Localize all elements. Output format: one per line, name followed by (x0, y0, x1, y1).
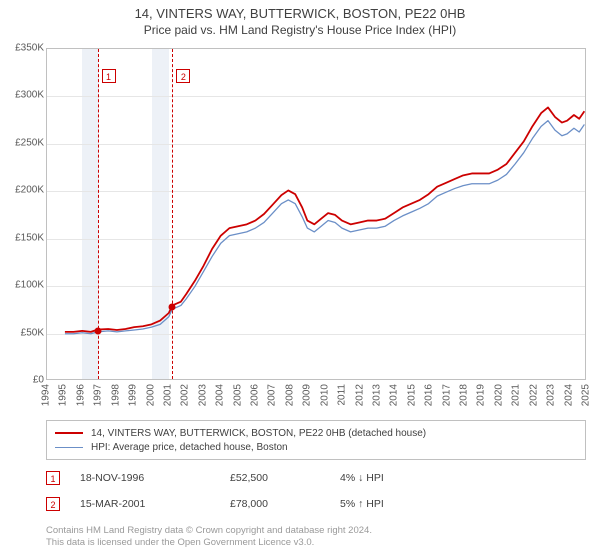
sale-marker-dot (169, 304, 176, 311)
chart-legend: 14, VINTERS WAY, BUTTERWICK, BOSTON, PE2… (46, 420, 586, 460)
y-axis-label: £50K (4, 327, 44, 338)
x-axis-label: 2023 (546, 384, 557, 406)
x-axis-label: 2002 (180, 384, 191, 406)
sale-date: 15-MAR-2001 (80, 498, 230, 510)
legend-swatch-hpi (55, 447, 83, 448)
y-axis-label: £250K (4, 137, 44, 148)
sale-price: £78,000 (230, 498, 340, 510)
sales-table: 1 18-NOV-1996 £52,500 4% ↓ HPI (46, 468, 586, 488)
credit-line-2: This data is licensed under the Open Gov… (46, 537, 586, 549)
x-axis-label: 2005 (232, 384, 243, 406)
legend-row-property: 14, VINTERS WAY, BUTTERWICK, BOSTON, PE2… (55, 426, 577, 440)
y-axis-label: £150K (4, 232, 44, 243)
sale-price: £52,500 (230, 472, 340, 484)
x-axis-label: 1999 (128, 384, 139, 406)
y-axis-label: £350K (4, 43, 44, 54)
x-axis-label: 2003 (197, 384, 208, 406)
sale-marker-box: 1 (102, 69, 116, 83)
x-axis-label: 2019 (476, 384, 487, 406)
x-axis-label: 2015 (406, 384, 417, 406)
x-axis-label: 1997 (93, 384, 104, 406)
x-axis-label: 1996 (75, 384, 86, 406)
chart-plot-area: 12 (46, 48, 586, 380)
sale-marker-dot (94, 328, 101, 335)
y-axis-label: £200K (4, 185, 44, 196)
chart-svg (47, 49, 585, 379)
sale-marker-2: 2 (46, 497, 60, 511)
sale-vs-hpi: 5% ↑ HPI (340, 498, 480, 510)
x-axis-label: 2021 (511, 384, 522, 406)
sale-marker-box: 2 (176, 69, 190, 83)
x-axis-label: 2014 (389, 384, 400, 406)
credit-line-1: Contains HM Land Registry data © Crown c… (46, 525, 586, 537)
x-axis-label: 2000 (145, 384, 156, 406)
y-axis-label: £100K (4, 280, 44, 291)
series-property (65, 107, 584, 331)
page-title: 14, VINTERS WAY, BUTTERWICK, BOSTON, PE2… (0, 6, 600, 21)
page-subtitle: Price paid vs. HM Land Registry's House … (0, 23, 600, 37)
x-axis-label: 2009 (302, 384, 313, 406)
sale-marker-1: 1 (46, 471, 60, 485)
x-axis-label: 2020 (493, 384, 504, 406)
x-axis-label: 2016 (424, 384, 435, 406)
sales-table: 2 15-MAR-2001 £78,000 5% ↑ HPI (46, 494, 586, 514)
x-axis-label: 2024 (563, 384, 574, 406)
legend-row-hpi: HPI: Average price, detached house, Bost… (55, 440, 577, 454)
x-axis-label: 2013 (371, 384, 382, 406)
x-axis-label: 2004 (215, 384, 226, 406)
legend-label-property: 14, VINTERS WAY, BUTTERWICK, BOSTON, PE2… (91, 428, 426, 439)
x-axis-label: 2001 (162, 384, 173, 406)
x-axis-label: 1995 (58, 384, 69, 406)
legend-label-hpi: HPI: Average price, detached house, Bost… (91, 442, 288, 453)
x-axis-label: 2022 (528, 384, 539, 406)
sales-row: 2 15-MAR-2001 £78,000 5% ↑ HPI (46, 494, 586, 514)
sale-vs-hpi: 4% ↓ HPI (340, 472, 480, 484)
x-axis-label: 2011 (337, 384, 348, 406)
series-hpi (65, 121, 584, 334)
sale-marker-line (172, 49, 173, 379)
x-axis-label: 2006 (250, 384, 261, 406)
sales-row: 1 18-NOV-1996 £52,500 4% ↓ HPI (46, 468, 586, 488)
y-axis-label: £300K (4, 90, 44, 101)
x-axis-label: 2008 (284, 384, 295, 406)
credit-text: Contains HM Land Registry data © Crown c… (46, 525, 586, 549)
x-axis-label: 2007 (267, 384, 278, 406)
x-axis-label: 1998 (110, 384, 121, 406)
x-axis-label: 2012 (354, 384, 365, 406)
sale-date: 18-NOV-1996 (80, 472, 230, 484)
legend-swatch-property (55, 432, 83, 434)
x-axis-label: 1994 (41, 384, 52, 406)
y-axis-label: £0 (4, 375, 44, 386)
x-axis-label: 2025 (581, 384, 592, 406)
x-axis-label: 2017 (441, 384, 452, 406)
x-axis-label: 2010 (319, 384, 330, 406)
x-axis-label: 2018 (459, 384, 470, 406)
